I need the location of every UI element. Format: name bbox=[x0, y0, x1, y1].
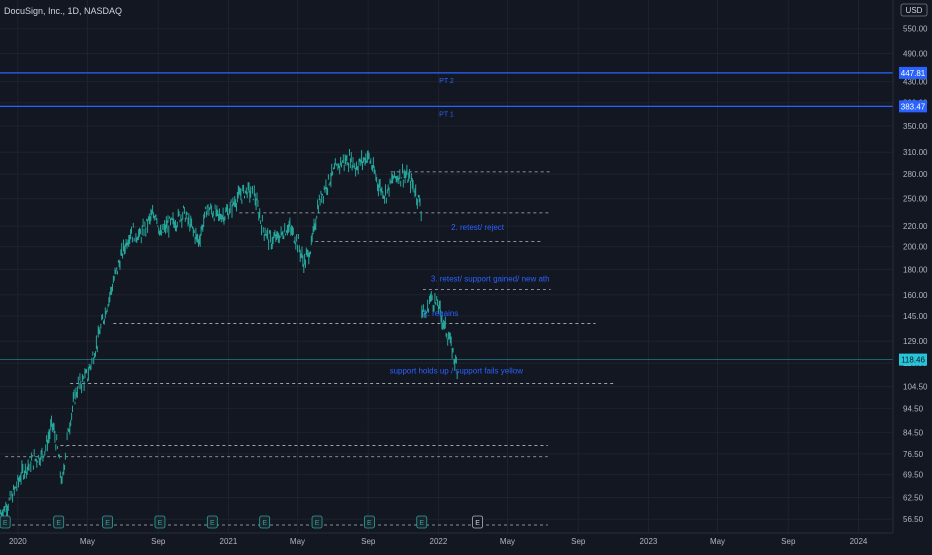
x-tick-label: May bbox=[80, 537, 95, 546]
y-tick-label: 490.00 bbox=[903, 49, 928, 58]
x-tick-label: Sep bbox=[361, 537, 376, 546]
target-price-label: 383.47 bbox=[901, 102, 926, 111]
price-axis-panel bbox=[893, 0, 932, 550]
earnings-marker bbox=[0, 515, 11, 529]
earnings-marker bbox=[53, 515, 65, 529]
earnings-marker bbox=[416, 515, 428, 529]
y-tick-label: 160.00 bbox=[903, 291, 928, 300]
target-price-tag bbox=[899, 66, 927, 79]
annotation-text: 3. retest/ support gained/ new ath bbox=[431, 275, 550, 284]
earnings-marker-label: E bbox=[158, 520, 163, 527]
y-tick-label: 56.50 bbox=[903, 515, 924, 524]
y-tick-label: 350.00 bbox=[903, 122, 928, 131]
target-price-label: 447.81 bbox=[901, 69, 926, 78]
annotations-layer: 2. retest/ reject 3. retest/ support gain… bbox=[390, 223, 550, 376]
grid-layer bbox=[0, 0, 893, 533]
y-tick-label: 200.00 bbox=[903, 243, 928, 252]
x-tick-label: Sep bbox=[781, 537, 796, 546]
earnings-marker bbox=[472, 515, 483, 529]
y-tick-label: 550.00 bbox=[903, 25, 928, 34]
earnings-marker bbox=[363, 515, 375, 529]
x-tick-label: 2023 bbox=[640, 537, 658, 546]
earnings-marker-label: E bbox=[419, 520, 424, 527]
earnings-marker-label: E bbox=[3, 520, 8, 527]
currency-label: USD bbox=[906, 6, 923, 15]
x-tick-label: 2020 bbox=[9, 537, 27, 546]
earnings-marker-label: E bbox=[315, 520, 320, 527]
earnings-marker-label: E bbox=[367, 520, 372, 527]
horizontal-lines-layer: PT 2 PT 1 bbox=[0, 72, 893, 526]
y-tick-label: 180.00 bbox=[903, 265, 928, 274]
x-tick-label: Sep bbox=[571, 537, 586, 546]
y-tick-label: 250.00 bbox=[903, 195, 928, 204]
earnings-marker bbox=[259, 515, 271, 529]
last-price-label: 118.46 bbox=[901, 356, 925, 365]
y-tick-label: 220.00 bbox=[903, 222, 928, 231]
earnings-marker bbox=[206, 515, 218, 529]
y-tick-label: 104.50 bbox=[903, 383, 928, 392]
annotation-text: 1. regains bbox=[423, 309, 458, 318]
y-tick-label: 145.00 bbox=[903, 312, 928, 321]
earnings-marker-label: E bbox=[475, 520, 480, 527]
y-tick-label: 280.00 bbox=[903, 170, 928, 179]
earnings-marker bbox=[102, 515, 113, 529]
y-tick-label: 69.50 bbox=[903, 471, 924, 480]
earnings-marker-label: E bbox=[210, 520, 215, 527]
currency-badge[interactable] bbox=[900, 3, 928, 17]
price-axis[interactable]: 56.5062.5069.5076.5084.5094.50104.50116.… bbox=[892, 0, 932, 550]
earnings-marker bbox=[154, 515, 166, 529]
y-tick-label: 310.00 bbox=[903, 148, 928, 157]
y-tick-label: 84.50 bbox=[903, 428, 924, 437]
earnings-marker-label: E bbox=[105, 520, 110, 527]
earnings-marker-label: E bbox=[56, 520, 61, 527]
x-tick-label: Sep bbox=[151, 537, 166, 546]
y-tick-label: 430.00 bbox=[903, 78, 928, 87]
chart-title: DocuSign, Inc., 1D, NASDAQ bbox=[4, 6, 122, 16]
price-series-layer bbox=[0, 149, 458, 522]
price-candles bbox=[0, 149, 458, 522]
y-tick-label: 76.50 bbox=[903, 450, 924, 459]
earnings-marker-label: E bbox=[262, 520, 267, 527]
x-tick-label: 2022 bbox=[430, 537, 448, 546]
y-tick-label: 94.50 bbox=[903, 404, 924, 413]
x-tick-label: 2021 bbox=[220, 537, 238, 546]
target-price-tag bbox=[899, 100, 927, 113]
x-tick-label: May bbox=[500, 537, 515, 546]
time-axis[interactable]: 2020 May Sep 2021 May Sep 2022 May Sep 2023 May Sep… bbox=[0, 532, 893, 546]
x-tick-label: 2024 bbox=[850, 537, 868, 546]
target-line-label: PT 1 bbox=[439, 111, 454, 118]
target-line-label: PT 2 bbox=[439, 78, 454, 85]
y-tick-label: 129.00 bbox=[903, 337, 928, 346]
last-price-tag bbox=[899, 353, 927, 366]
annotation-text: 2. retest/ reject bbox=[451, 223, 505, 232]
y-tick-label: 62.50 bbox=[903, 493, 924, 502]
x-tick-label: May bbox=[290, 537, 305, 546]
earnings-marker bbox=[311, 515, 323, 529]
annotation-text: support holds up / support fails yellow bbox=[390, 367, 524, 376]
x-tick-label: May bbox=[710, 537, 725, 546]
